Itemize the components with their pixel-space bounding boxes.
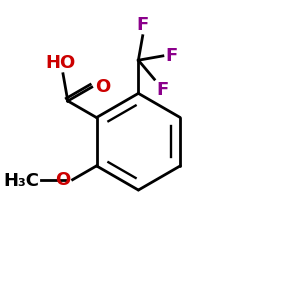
Text: O: O <box>55 171 70 189</box>
Text: O: O <box>95 78 110 96</box>
Text: F: F <box>157 81 169 99</box>
Text: F: F <box>165 47 177 65</box>
Text: HO: HO <box>45 53 75 71</box>
Text: F: F <box>136 16 149 34</box>
Text: H₃C: H₃C <box>3 172 39 190</box>
